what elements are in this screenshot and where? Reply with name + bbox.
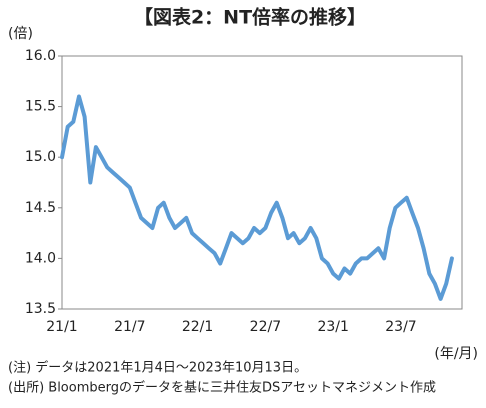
- line: [60, 94, 454, 301]
- x-tick-label: 23/7: [385, 319, 416, 335]
- y-tick-label: 16.0: [25, 48, 56, 64]
- x-tick-label: 21/1: [46, 319, 77, 335]
- note: (注) データは2021年1月4日～2023年10月13日。: [8, 360, 307, 376]
- x-unit: (年/月): [434, 346, 478, 362]
- y-tick-label: 13.5: [25, 301, 56, 317]
- chart-title: 【図表2：NT倍率の推移】: [134, 6, 366, 29]
- plot-frame: [61, 55, 463, 310]
- x-tick-label: 23/1: [317, 319, 348, 335]
- y-tick-label: 14.0: [25, 250, 56, 266]
- y-tick-label: 15.5: [25, 99, 56, 115]
- x-tick-label: 21/7: [114, 319, 145, 335]
- note: (出所) Bloombergのデータを基に三井住友DSアセットマネジメント作成: [8, 380, 436, 396]
- x-tick-label: 22/7: [250, 319, 281, 335]
- y-tick-label: 14.5: [25, 200, 56, 216]
- y-tick-label: 15.0: [25, 149, 56, 165]
- x-tick-label: 22/1: [182, 319, 213, 335]
- y-unit: (倍): [8, 26, 33, 42]
